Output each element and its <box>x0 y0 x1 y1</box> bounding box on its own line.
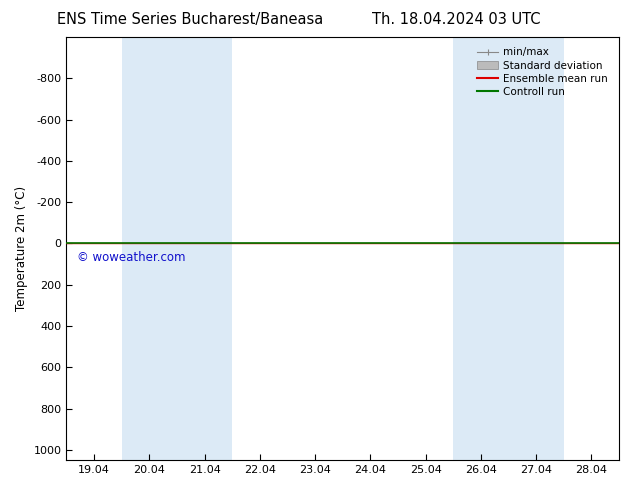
Legend: min/max, Standard deviation, Ensemble mean run, Controll run: min/max, Standard deviation, Ensemble me… <box>474 45 611 100</box>
Bar <box>453 37 564 460</box>
Bar <box>122 37 232 460</box>
Y-axis label: Temperature 2m (°C): Temperature 2m (°C) <box>15 186 28 311</box>
Text: © woweather.com: © woweather.com <box>77 251 186 264</box>
Text: ENS Time Series Bucharest/Baneasa: ENS Time Series Bucharest/Baneasa <box>57 12 323 27</box>
Text: Th. 18.04.2024 03 UTC: Th. 18.04.2024 03 UTC <box>372 12 541 27</box>
